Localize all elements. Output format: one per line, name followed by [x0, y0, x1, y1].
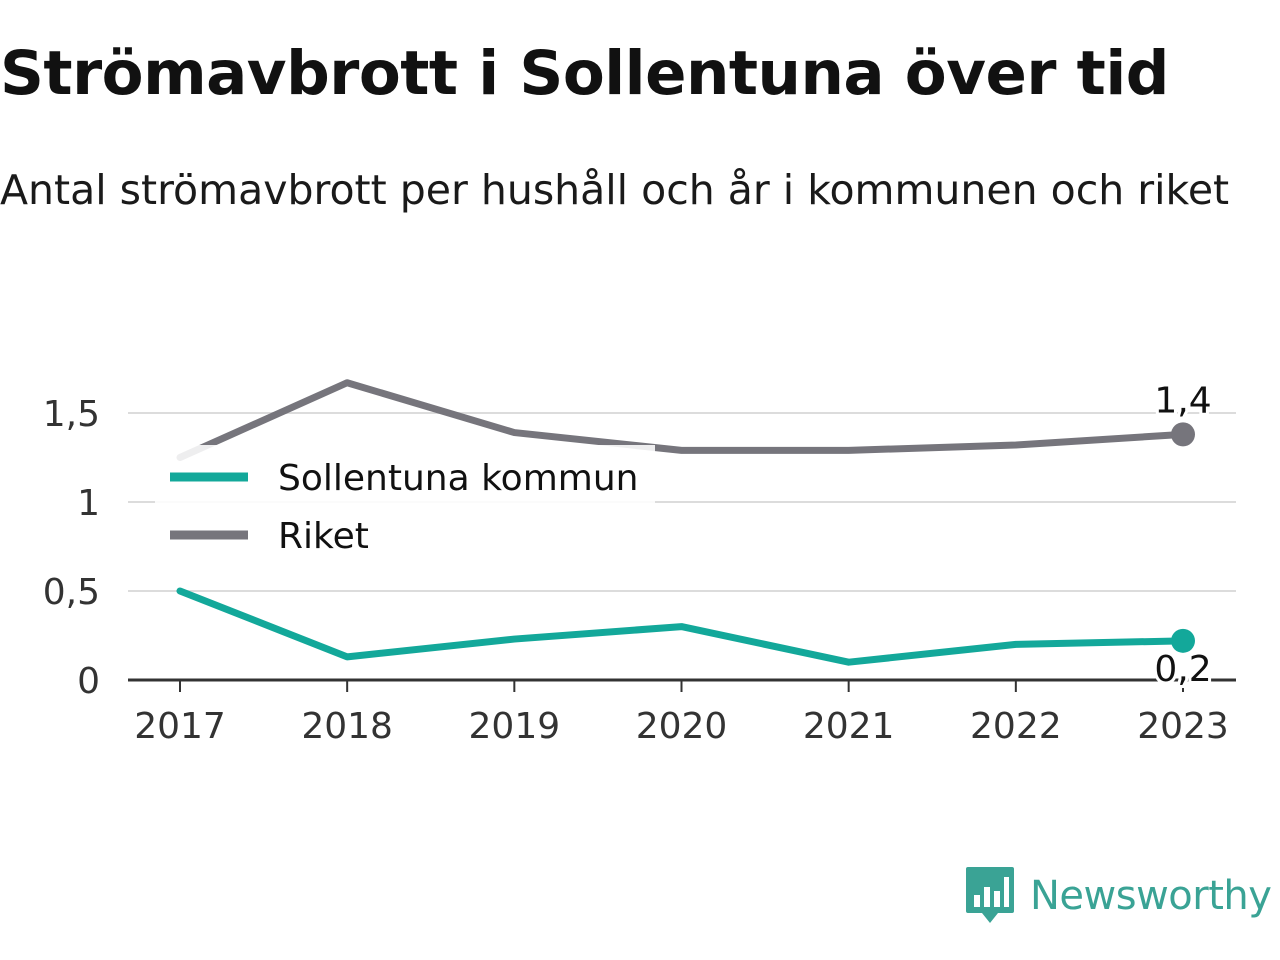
x-tick-label: 2022 — [970, 706, 1062, 747]
x-tick-label: 2021 — [803, 706, 895, 747]
legend-background — [155, 445, 655, 565]
x-tick-label: 2023 — [1137, 706, 1229, 747]
newsworthy-logo-icon — [966, 867, 1014, 923]
series-end-point — [1171, 422, 1195, 447]
series-line-1 — [176, 379, 1187, 461]
x-tick-label: 2019 — [469, 706, 561, 747]
brand-logo: Newsworthy — [964, 864, 1272, 928]
y-tick-label: 0 — [77, 661, 100, 702]
y-axis-ticks: 0 0,5 1 1,5 — [43, 394, 100, 702]
chart-subtitle: Antal strömavbrott per hushåll och år i … — [0, 166, 1230, 214]
series-lines — [176, 379, 1195, 666]
x-tick-label: 2018 — [301, 706, 393, 747]
legend: Sollentuna kommun Riket — [155, 445, 655, 565]
end-labels: 0,2 1,4 — [1151, 377, 1214, 692]
data-label: 1,4 — [1154, 380, 1211, 421]
legend-label: Sollentuna kommun — [278, 458, 638, 499]
y-tick-label: 1 — [77, 483, 100, 524]
x-tick-label: 2020 — [636, 706, 728, 747]
x-axis: 2017 2018 2019 2020 2021 2022 2023 — [128, 678, 1236, 747]
series-end-point — [1171, 628, 1195, 653]
data-label: 0,2 — [1154, 649, 1211, 690]
x-tick-label: 2017 — [134, 706, 226, 747]
brand-name: Newsworthy — [1030, 873, 1272, 919]
legend-label: Riket — [278, 516, 369, 557]
chart-title: Strömavbrott i Sollentuna över tid — [0, 38, 1169, 109]
series-line-0 — [176, 587, 1187, 666]
y-tick-label: 0,5 — [43, 572, 100, 613]
y-tick-label: 1,5 — [43, 394, 100, 435]
